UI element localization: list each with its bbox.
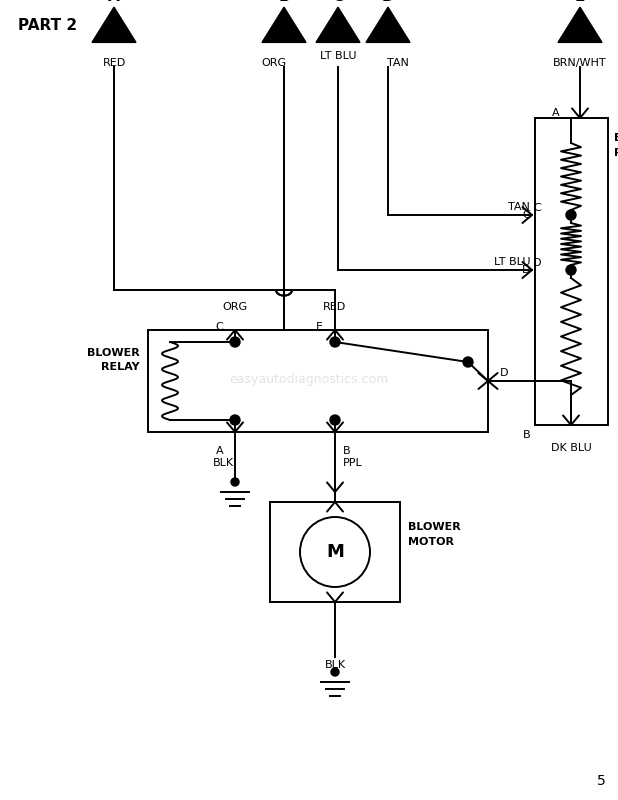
Text: BLOWER: BLOWER [87,348,140,358]
Text: RELAY: RELAY [101,362,140,372]
Text: C: C [522,210,530,220]
Text: RED: RED [103,58,125,68]
Text: MOTOR: MOTOR [408,537,454,547]
Text: C: C [533,203,541,213]
Polygon shape [316,7,360,42]
Polygon shape [558,7,602,42]
Circle shape [330,415,340,425]
Polygon shape [262,7,306,42]
Text: PPL: PPL [343,458,363,468]
Text: ORG: ORG [261,58,287,68]
Text: E: E [575,0,585,4]
Text: RESISTOR: RESISTOR [614,148,618,158]
Text: LT BLU: LT BLU [494,257,530,267]
Polygon shape [92,7,136,42]
Text: D: D [522,265,530,275]
Text: BLK: BLK [324,660,345,670]
Bar [148,330,488,432]
Bar [270,502,400,602]
Text: C: C [332,0,344,4]
Text: BLOWER: BLOWER [408,522,461,532]
Text: D: D [382,0,394,4]
Bar [535,118,608,425]
Text: D: D [500,368,509,378]
Text: M: M [326,543,344,561]
Circle shape [566,210,576,220]
Text: LT BLU: LT BLU [320,51,356,62]
Text: TAN: TAN [387,58,409,68]
Text: RED: RED [323,302,347,312]
Text: BLK: BLK [213,458,234,468]
Text: E: E [316,322,323,332]
Text: A: A [108,0,120,4]
Text: B: B [343,446,350,456]
Circle shape [463,357,473,367]
Polygon shape [366,7,410,42]
Text: PART 2: PART 2 [18,18,77,33]
Text: ORG: ORG [222,302,248,312]
Circle shape [566,265,576,275]
Circle shape [331,668,339,676]
Text: TAN: TAN [508,202,530,212]
Text: 5: 5 [597,774,606,788]
Circle shape [230,337,240,347]
Text: C: C [215,322,223,332]
Text: DK BLU: DK BLU [551,443,591,453]
Circle shape [330,337,340,347]
Text: BLOWER: BLOWER [614,133,618,143]
Text: D: D [533,258,541,268]
Text: B: B [278,0,290,4]
Text: B: B [522,430,530,440]
Circle shape [230,415,240,425]
Text: easyautodiagnostics.com: easyautodiagnostics.com [229,374,389,386]
Circle shape [231,478,239,486]
Text: A: A [216,446,224,456]
Text: BRN/WHT: BRN/WHT [553,58,607,68]
Text: A: A [552,108,560,118]
